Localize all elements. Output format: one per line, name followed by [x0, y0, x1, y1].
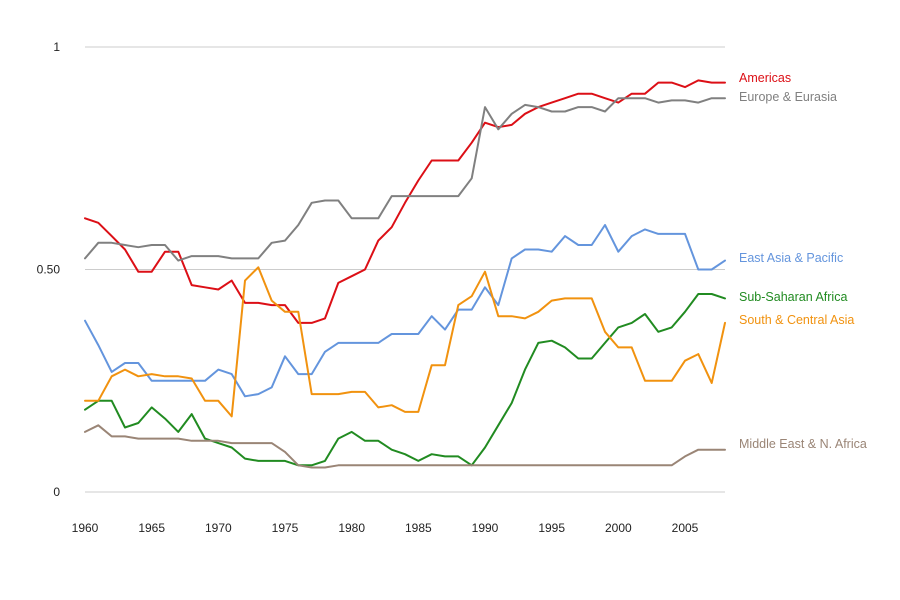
y-tick-label: 0	[53, 485, 60, 499]
x-tick-label: 1965	[138, 521, 165, 535]
x-tick-label: 1975	[272, 521, 299, 535]
series-line-europe-eurasia	[84, 97, 726, 262]
gridlines	[85, 46, 725, 493]
series-line-americas	[84, 79, 726, 324]
x-axis-ticks: 1960 1965 1970 1975 1980 1985 1990 1995 2000 2005	[72, 521, 699, 535]
x-tick-label: 2005	[672, 521, 699, 535]
inline-legend: Americas Europe & Eurasia East Asia & Paci…	[739, 71, 867, 451]
y-tick-label: 1	[53, 40, 60, 54]
y-axis-ticks: 0 0.50 1	[37, 40, 61, 499]
x-tick-label: 1970	[205, 521, 232, 535]
x-tick-label: 1990	[472, 521, 499, 535]
x-tick-label: 1980	[338, 521, 365, 535]
series-line-sub-saharan-africa	[84, 293, 726, 467]
series-line-east-asia-pacific	[84, 224, 726, 398]
legend-label-middle-east-n-africa: Middle East & N. Africa	[739, 437, 867, 451]
series-lines	[84, 79, 726, 469]
y-tick-label: 0.50	[37, 263, 61, 277]
legend-label-east-asia-pacific: East Asia & Pacific	[739, 251, 843, 265]
x-tick-label: 1985	[405, 521, 432, 535]
legend-label-americas: Americas	[739, 71, 791, 85]
legend-label-sub-saharan-africa: Sub-Saharan Africa	[739, 290, 847, 304]
x-tick-label: 1995	[538, 521, 565, 535]
series-line-middle-east-n-africa	[84, 424, 726, 469]
x-tick-label: 2000	[605, 521, 632, 535]
legend-label-south-central-asia: South & Central Asia	[739, 313, 854, 327]
series-line-south-central-asia	[84, 266, 726, 418]
legend-label-europe-eurasia: Europe & Eurasia	[739, 90, 837, 104]
x-tick-label: 1960	[72, 521, 99, 535]
